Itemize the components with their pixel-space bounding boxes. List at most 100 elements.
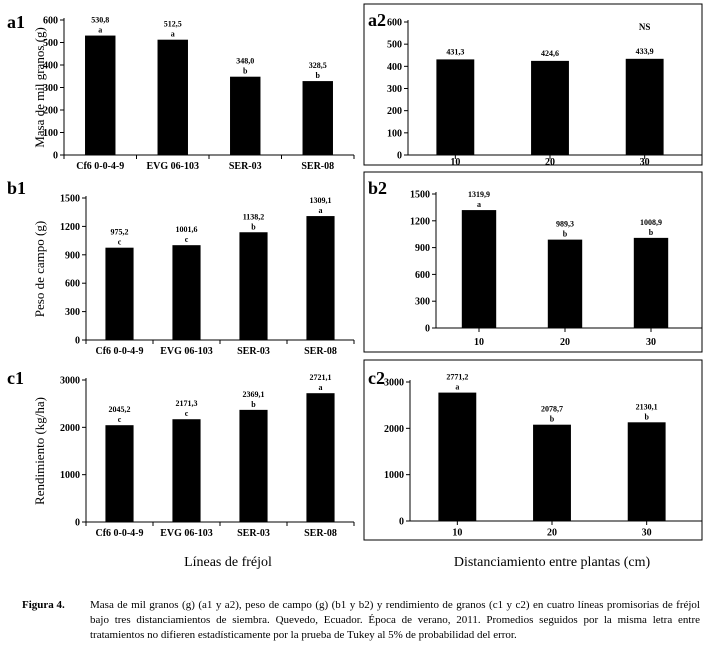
y-tick-label-a2: 400 xyxy=(387,62,402,73)
x-tick-label-c2: 30 xyxy=(642,528,652,539)
bar-a1 xyxy=(85,35,116,155)
y-axis-title-c1: Rendimiento (kg/ha) xyxy=(32,397,47,505)
bar-b1 xyxy=(239,232,268,340)
bar-b2 xyxy=(633,237,669,328)
x-tick-label-b2: 10 xyxy=(474,337,484,348)
y-tick-label-b1: 600 xyxy=(65,279,80,290)
value-label-a2: 433,9 xyxy=(636,47,654,56)
x-tick-label-c1: Cf6 0-0-4-9 xyxy=(95,528,143,539)
significance-letter-b2: b xyxy=(649,228,654,237)
panel-frame-a2 xyxy=(363,3,703,166)
significance-letter-a1: a xyxy=(98,26,102,35)
bar-c1 xyxy=(239,409,268,522)
y-tick-label-b1: 0 xyxy=(75,336,80,347)
x-tick-label-a2: 10 xyxy=(450,157,460,168)
value-label-a1: 530,8 xyxy=(91,16,109,25)
y-tick-label-c1: 3000 xyxy=(60,376,80,387)
y-tick-label-a2: 500 xyxy=(387,40,402,51)
chart-c1: c1 0 1000 2000 3000 Rendimiento (kg/ha) 2045,2… xyxy=(7,368,355,539)
value-label-b2: 1319,9 xyxy=(468,190,490,199)
bar-c1 xyxy=(172,419,201,522)
value-label-a1: 328,5 xyxy=(309,61,327,70)
chart-a2: a2 0 100 200 300 400 500 600 431,3 10 424,6 20 433,9… xyxy=(363,3,703,168)
x-tick-label-a1: Cf6 0-0-4-9 xyxy=(76,161,124,172)
y-tick-label-a1: 400 xyxy=(43,61,58,72)
panel-label-a1: a1 xyxy=(7,12,25,32)
value-label-c1: 2721,1 xyxy=(310,373,332,382)
y-tick-label-b2: 600 xyxy=(415,270,430,281)
bar-b2 xyxy=(547,239,583,328)
y-tick-label-a2: 300 xyxy=(387,84,402,95)
bar-b2 xyxy=(461,210,497,328)
x-tick-label-c1: EVG 06-103 xyxy=(160,528,213,539)
panel-frame-c2 xyxy=(363,359,703,541)
x-tick-label-b2: 30 xyxy=(646,337,656,348)
chart-c2: c201000200030002771,2a102078,7b202130,1b… xyxy=(363,359,703,541)
panel-label-c1: c1 xyxy=(7,368,24,388)
significance-letter-a1: b xyxy=(243,67,248,76)
value-label-c1: 2171,3 xyxy=(176,399,198,408)
y-tick-label-c1: 2000 xyxy=(60,423,80,434)
y-tick-label-a1: 200 xyxy=(43,106,58,117)
x-tick-label-b1: SER-03 xyxy=(237,346,270,357)
y-tick-label-b2: 0 xyxy=(425,324,430,335)
x-tick-label-b1: Cf6 0-0-4-9 xyxy=(95,346,143,357)
significance-letter-c1: c xyxy=(185,409,189,418)
y-tick-label-a1: 600 xyxy=(43,16,58,27)
bar-c1 xyxy=(105,425,134,522)
y-tick-label-a1: 500 xyxy=(43,38,58,49)
value-label-c2: 2078,7 xyxy=(541,405,563,414)
value-label-c1: 2045,2 xyxy=(109,405,131,414)
value-label-b1: 1001,6 xyxy=(176,225,198,234)
value-label-b2: 1008,9 xyxy=(640,218,662,227)
x-tick-label-a1: SER-03 xyxy=(229,161,262,172)
significance-letter-c1: c xyxy=(118,415,122,424)
panel-frame-b2 xyxy=(363,171,703,353)
bar-b1 xyxy=(306,216,335,340)
value-label-c2: 2130,1 xyxy=(636,402,658,411)
y-tick-label-c1: 1000 xyxy=(60,470,80,481)
bar-a1 xyxy=(230,76,261,155)
value-label-a2: 431,3 xyxy=(446,47,464,56)
bar-c1 xyxy=(306,393,335,522)
x-tick-label-a2: 30 xyxy=(640,157,650,168)
significance-letter-c1: b xyxy=(251,400,256,409)
y-tick-label-b1: 900 xyxy=(65,250,80,261)
x-tick-label-c1: SER-03 xyxy=(237,528,270,539)
value-label-b2: 989,3 xyxy=(556,220,574,229)
bar-a1 xyxy=(157,39,188,155)
significance-letter-b2: b xyxy=(563,230,568,239)
significance-letter-b1: c xyxy=(185,235,189,244)
significance-letter-c2: a xyxy=(455,383,459,392)
y-tick-label-b1: 1200 xyxy=(60,222,80,233)
value-label-b1: 1138,2 xyxy=(243,212,265,221)
significance-letter-b2: a xyxy=(477,200,481,209)
x-tick-label-c2: 20 xyxy=(547,528,557,539)
significance-letter-a1: b xyxy=(316,71,321,80)
value-label-a1: 348,0 xyxy=(236,57,254,66)
bar-a2 xyxy=(625,58,664,155)
bar-b1 xyxy=(105,247,134,340)
x-tick-label-c1: SER-08 xyxy=(304,528,337,539)
y-tick-label-a1: 100 xyxy=(43,128,58,139)
y-tick-label-a2: 0 xyxy=(397,151,402,162)
y-tick-label-c1: 0 xyxy=(75,518,80,529)
y-tick-label-c2: 3000 xyxy=(384,378,404,389)
y-tick-label-b2: 900 xyxy=(415,243,430,254)
y-tick-label-a2: 600 xyxy=(387,18,402,29)
y-tick-label-b2: 1500 xyxy=(410,190,430,201)
bar-c2 xyxy=(438,392,477,521)
bar-a2 xyxy=(531,60,569,155)
value-label-a2: 424,6 xyxy=(541,49,559,58)
y-tick-label-c2: 2000 xyxy=(384,424,404,435)
value-label-c1: 2369,1 xyxy=(243,390,265,399)
y-axis-title-a1: Masa de mil granos (g) xyxy=(32,27,47,148)
y-tick-label-c2: 0 xyxy=(399,517,404,528)
significance-letter-a1: a xyxy=(171,30,175,39)
significance-letter-b1: b xyxy=(251,222,256,231)
